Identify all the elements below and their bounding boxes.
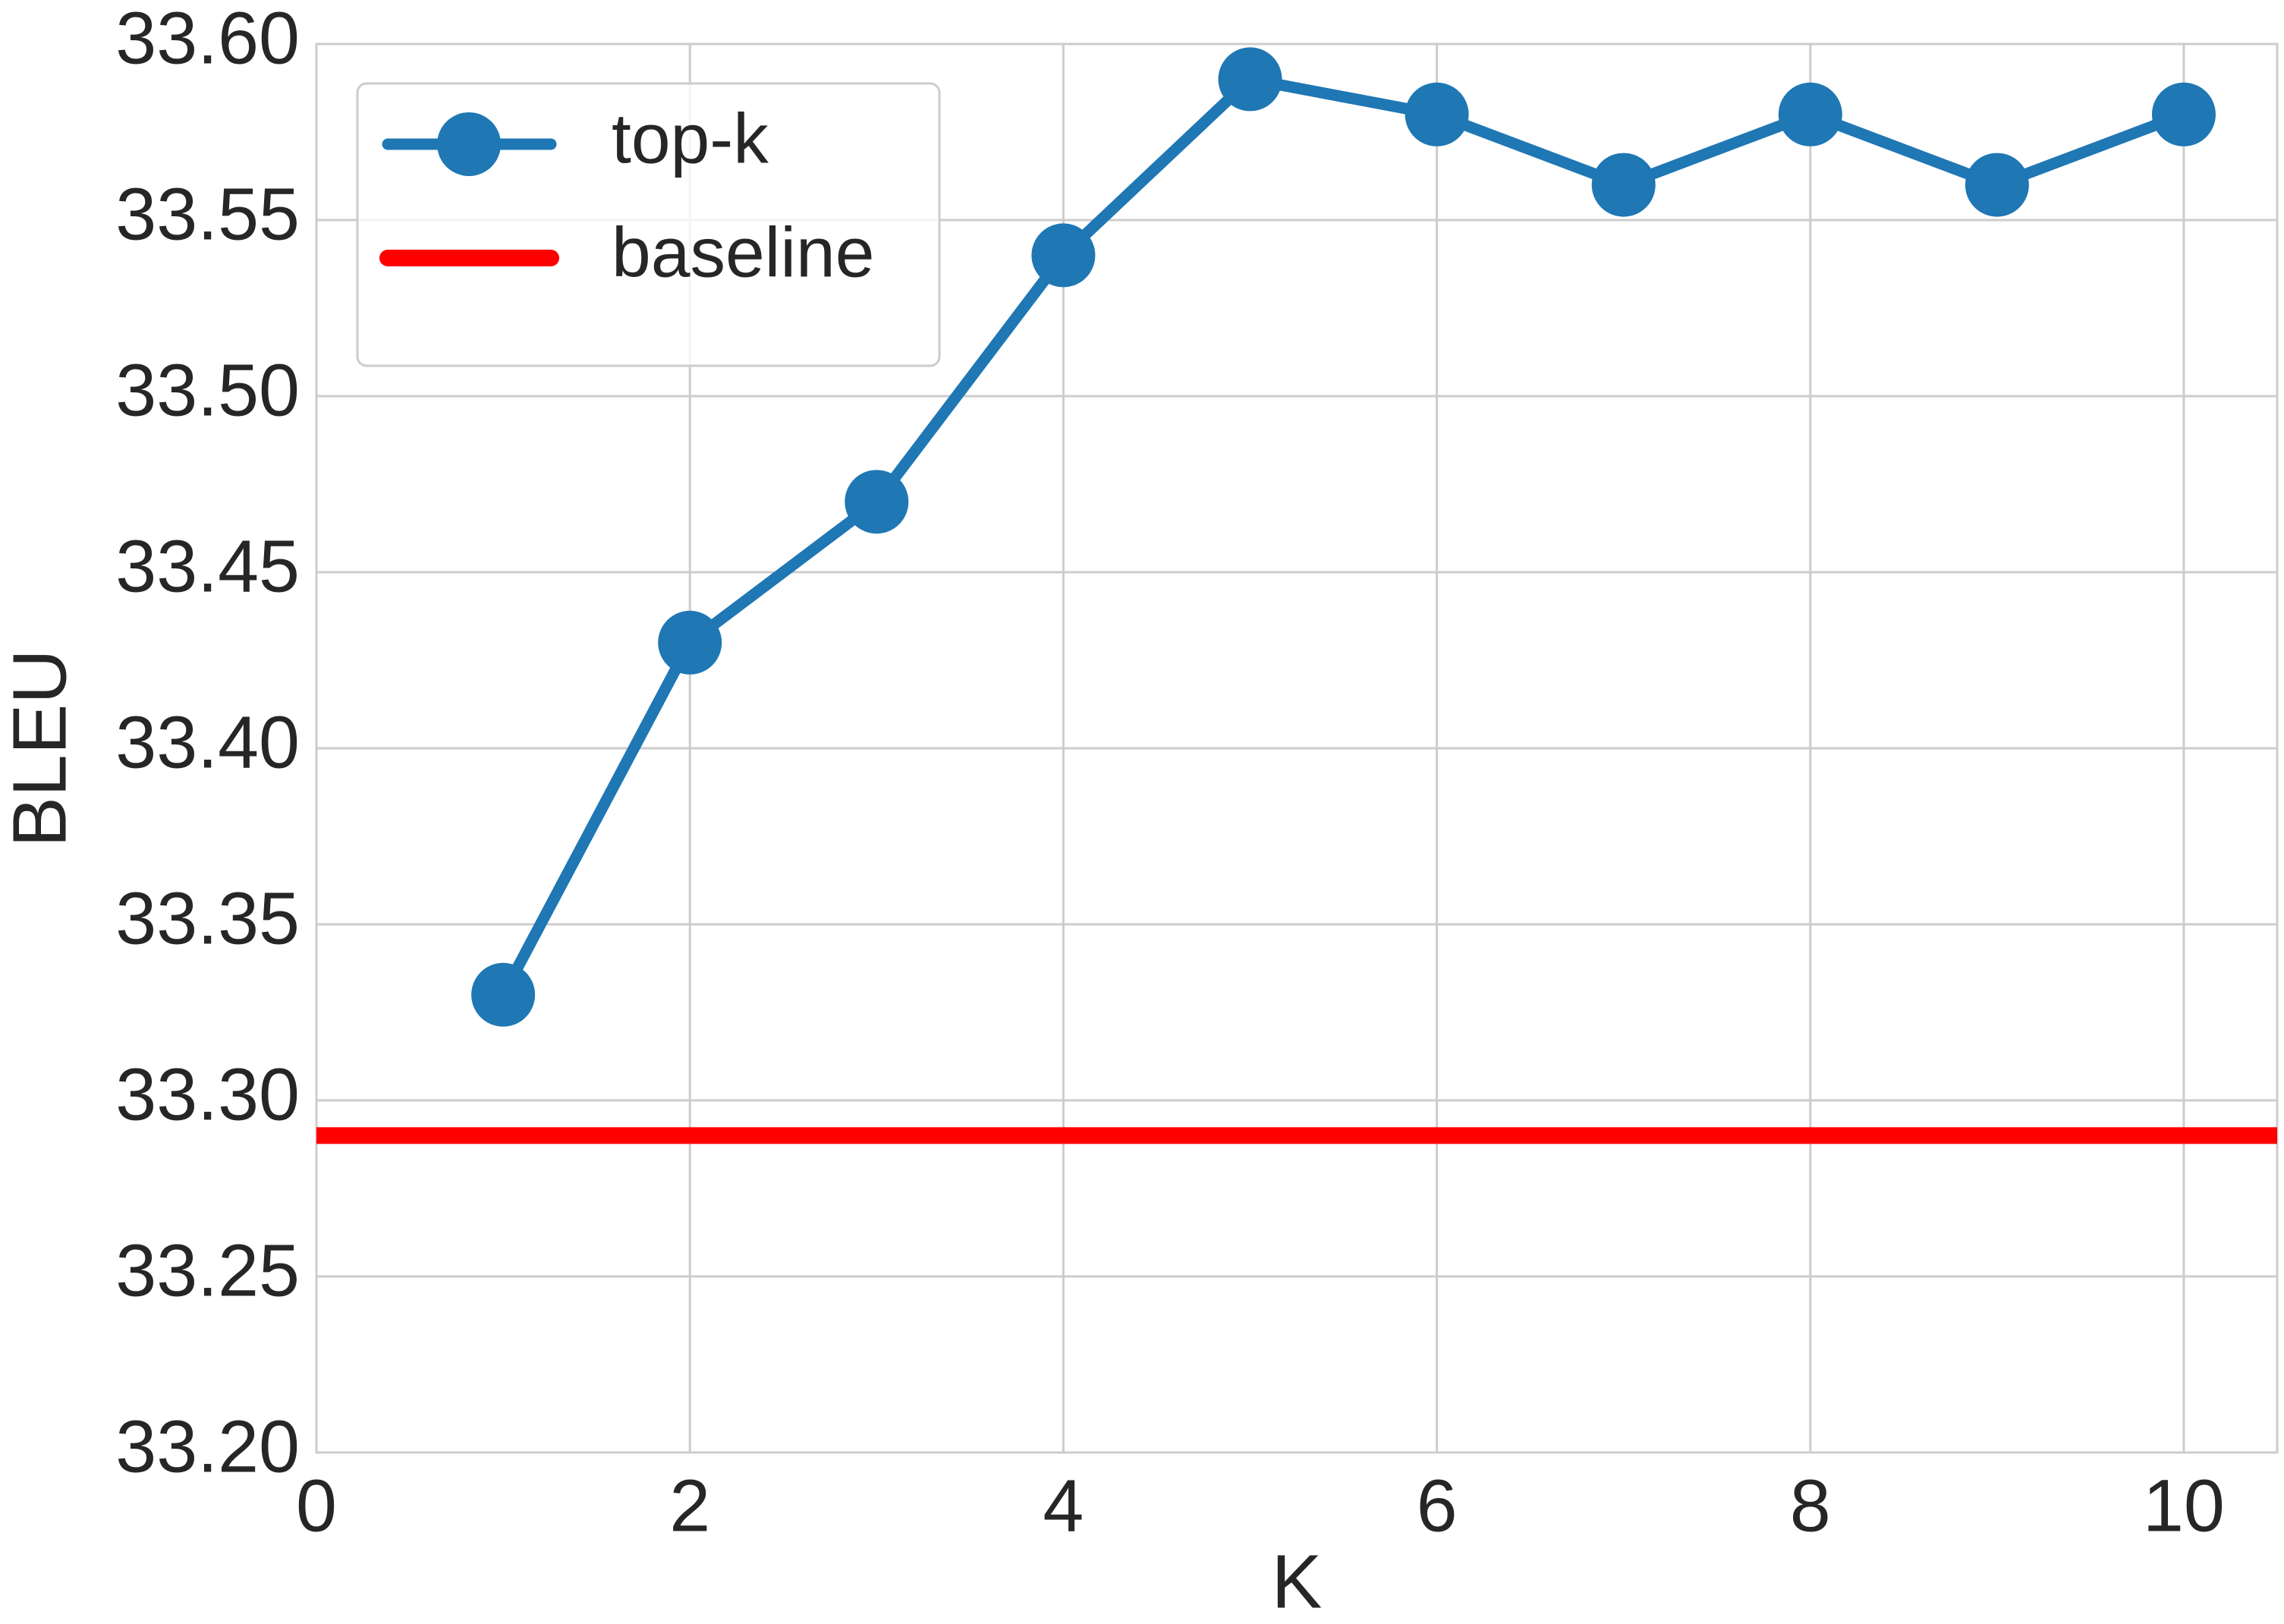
x-tick-label: 8 [1790, 1465, 1831, 1547]
data-point [1965, 153, 2029, 217]
legend-marker [437, 112, 501, 176]
y-tick-label: 33.20 [115, 1405, 300, 1488]
data-point [471, 962, 536, 1027]
x-axis-label: K [1272, 1539, 1323, 1624]
legend-box [356, 82, 941, 367]
data-point [1591, 153, 1656, 217]
data-point [845, 470, 909, 534]
y-tick-label: 33.25 [115, 1229, 300, 1312]
plot-frame [315, 42, 2279, 1454]
data-point [658, 610, 722, 675]
y-tick-label: 33.50 [115, 349, 300, 432]
y-tick-label: 33.35 [115, 877, 300, 960]
x-tick-label: 6 [1417, 1465, 1458, 1547]
data-point [1405, 82, 1469, 146]
data-point [2151, 82, 2216, 146]
y-tick-label: 33.45 [115, 525, 300, 608]
legend-label: top-k [612, 99, 769, 178]
x-tick-label: 10 [2143, 1465, 2225, 1547]
y-tick-label: 33.60 [115, 0, 300, 80]
data-point [1031, 223, 1096, 288]
data-line [498, 73, 2186, 998]
data-point [1778, 82, 1842, 146]
x-tick-label: 2 [669, 1465, 710, 1547]
y-tick-label: 33.55 [115, 173, 300, 256]
data-point [1218, 47, 1282, 112]
x-tick-label: 4 [1043, 1465, 1084, 1547]
x-tick-label: 0 [296, 1465, 337, 1547]
legend-label: baseline [612, 213, 874, 292]
y-axis-label: BLEU [0, 649, 82, 847]
y-tick-label: 33.40 [115, 701, 300, 784]
y-tick-label: 33.30 [115, 1053, 300, 1136]
